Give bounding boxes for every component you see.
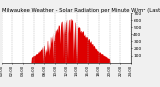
Text: Milwaukee Weather - Solar Radiation per Minute W/m² (Last 24 Hours): Milwaukee Weather - Solar Radiation per … [2, 8, 160, 13]
